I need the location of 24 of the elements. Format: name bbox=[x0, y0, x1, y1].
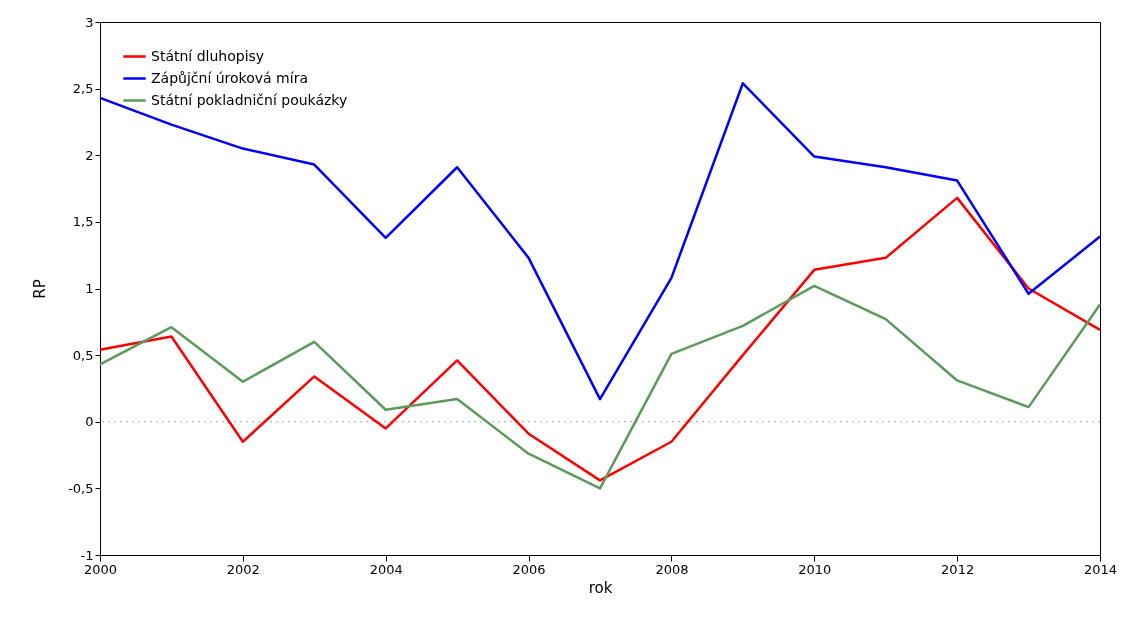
legend-label: Státní dluhopisy bbox=[151, 47, 265, 64]
y-tick-label: -0,5 bbox=[68, 480, 94, 496]
line-series bbox=[98, 196, 1102, 482]
y-tick-label: -1 bbox=[80, 547, 94, 563]
x-axis-title: rok bbox=[588, 578, 613, 597]
line-series bbox=[98, 284, 1102, 490]
y-tick-label: 2 bbox=[85, 147, 94, 163]
y-tick-label: 3 bbox=[85, 14, 94, 30]
y-tick-label: 1 bbox=[85, 281, 94, 296]
y-tick-label: 2,5 bbox=[72, 81, 94, 97]
y-axis-title: RP bbox=[31, 279, 50, 299]
x-tick-label: 2004 bbox=[369, 561, 403, 577]
y-tick-label: 0,5 bbox=[72, 347, 94, 363]
x-tick-label: 2010 bbox=[798, 561, 832, 577]
y-tick-label: 0 bbox=[85, 414, 94, 430]
x-tick-label: 2012 bbox=[941, 561, 975, 577]
x-tick-label: 2002 bbox=[226, 561, 260, 577]
y-tick-label: 1,5 bbox=[72, 214, 94, 230]
x-tick-label: 2014 bbox=[1083, 561, 1118, 577]
legend-label: Státní pokladniční poukázky bbox=[151, 91, 348, 108]
x-tick-label: 2006 bbox=[512, 561, 546, 577]
x-tick-label: 2000 bbox=[83, 561, 118, 577]
legend-label: Zápůjční úroková míra bbox=[151, 69, 308, 86]
x-tick-label: 2008 bbox=[655, 561, 689, 577]
